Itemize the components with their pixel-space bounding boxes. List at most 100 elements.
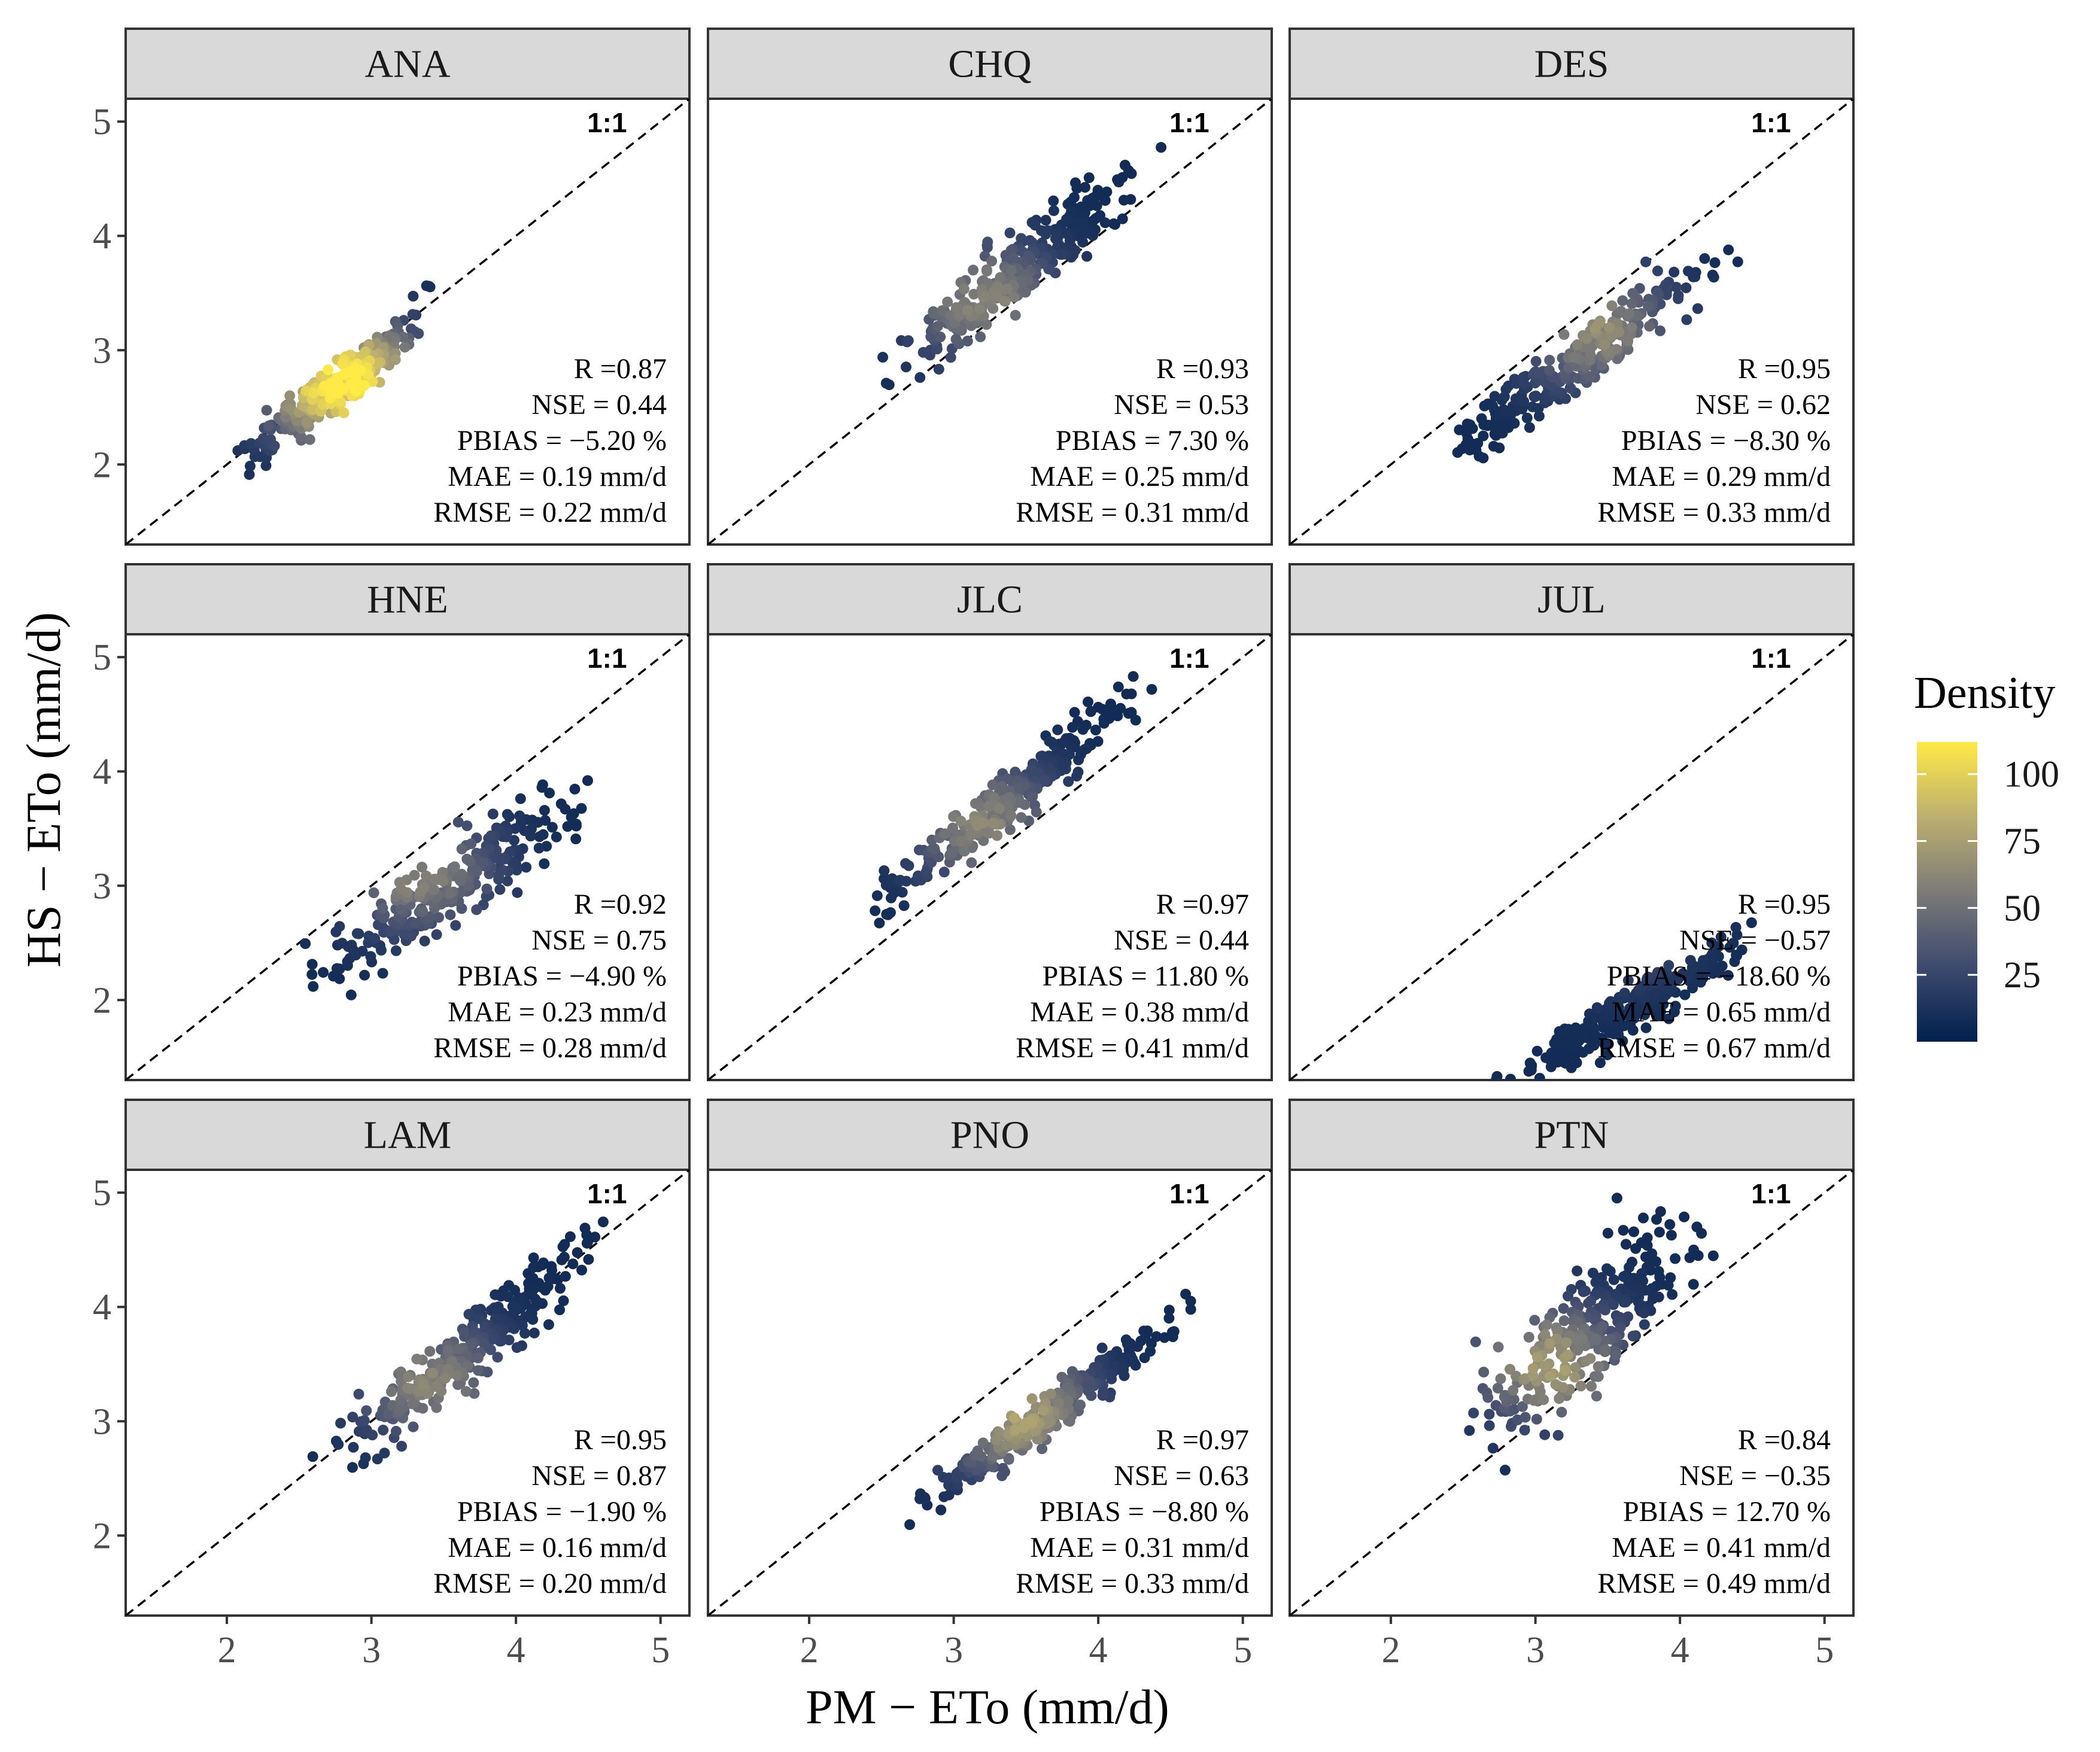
scatter-point (1569, 1371, 1581, 1383)
scatter-point (902, 335, 914, 346)
scatter-point (572, 1247, 583, 1258)
scatter-point (885, 907, 896, 918)
scatter-point (1051, 745, 1063, 756)
scatter-point (260, 460, 272, 472)
scatter-point (1508, 1385, 1519, 1396)
scatter-point (903, 860, 914, 871)
scatter-point (1521, 412, 1533, 424)
scatter-point (1130, 714, 1141, 726)
scatter-point (360, 1452, 371, 1464)
stat-line: RMSE = 0.67 mm/d (1597, 1032, 1831, 1064)
panel-pno: PNO 1:1 R =0.97 NSE = 0.63 PBIAS = −8.80 % MA… (707, 1099, 1273, 1617)
scatter-point (870, 905, 881, 917)
scatter-point (1093, 1370, 1104, 1382)
scatter-point (1081, 251, 1093, 262)
scatter-point (245, 460, 256, 472)
scatter-point (950, 333, 962, 345)
scatter-point (560, 804, 571, 815)
stat-line: MAE = 0.25 mm/d (1030, 461, 1249, 492)
stat-line: R =0.95 (1738, 353, 1831, 385)
scatter-point (525, 831, 536, 842)
scatter-point (974, 303, 985, 315)
scatter-point (1037, 1443, 1048, 1455)
scatter-point (1544, 1338, 1555, 1349)
panel-ptn: PTN 1:1 R =0.84 NSE = −0.35 PBIAS = 12.70 % M… (1288, 1099, 1855, 1617)
scatter-point (1067, 722, 1078, 733)
strip-label: ANA (365, 42, 451, 86)
strip-label: JUL (1537, 578, 1606, 622)
scatter-point (1611, 1193, 1622, 1204)
scatter-point (1604, 322, 1615, 333)
scatter-point (958, 283, 970, 294)
scatter-point (244, 469, 255, 480)
scatter-point (428, 884, 440, 895)
scatter-point (1167, 1331, 1178, 1342)
scatter-point (1119, 194, 1129, 206)
scatter-point (399, 342, 411, 353)
scatter-point (317, 399, 329, 410)
scatter-point (1562, 1349, 1573, 1361)
stat-line: MAE = 0.19 mm/d (448, 461, 667, 492)
one-to-one-label: 1:1 (1169, 107, 1209, 138)
scatter-point (477, 857, 488, 869)
scatter-point (1010, 766, 1021, 778)
scatter-point (1156, 142, 1167, 153)
scatter-point (369, 933, 381, 944)
panels-layer: ANA 1:1 R =0.87 NSE = 0.44 PBIAS = −5.20 % MA… (124, 28, 1855, 1617)
stat-line: NSE = 0.44 (531, 389, 667, 421)
scatter-point (1581, 333, 1593, 344)
scatter-point (932, 321, 943, 332)
x-tick-label: 4 (507, 1630, 525, 1671)
scatter-point (346, 939, 357, 951)
scatter-point (342, 956, 353, 968)
stat-line: RMSE = 0.28 mm/d (433, 1032, 667, 1064)
y-tick-label: 5 (93, 102, 111, 142)
scatter-point (566, 811, 577, 823)
scatter-point (1637, 1212, 1649, 1224)
scatter-point (1478, 452, 1489, 464)
scatter-point (402, 1371, 414, 1383)
scatter-point (1085, 706, 1096, 717)
scatter-point (1468, 1407, 1479, 1419)
stat-line: PBIAS = 11.80 % (1043, 960, 1249, 992)
stat-line: NSE = −0.57 (1679, 924, 1831, 956)
scatter-point (407, 309, 418, 320)
scatter-point (502, 875, 513, 887)
scatter-point (955, 816, 967, 827)
scatter-point (472, 1352, 484, 1364)
scatter-point (1591, 1391, 1602, 1402)
scatter-point (1591, 1002, 1603, 1013)
scatter-point (982, 236, 993, 248)
scatter-point (1572, 1266, 1583, 1276)
stat-line: NSE = 0.62 (1695, 389, 1831, 421)
scatter-point (408, 1421, 419, 1432)
x-tick-label: 2 (1382, 1630, 1400, 1671)
scatter-point (1498, 404, 1509, 415)
scatter-points (307, 1216, 609, 1473)
scatter-point (1670, 1000, 1681, 1012)
scatter-point (1005, 264, 1017, 276)
scatter-point (1026, 1393, 1038, 1404)
y-tick-label: 4 (93, 752, 111, 792)
scatter-point (1585, 1353, 1596, 1364)
scatter-point (962, 336, 973, 346)
scatter-point (1554, 1393, 1565, 1404)
scatter-point (1618, 1225, 1629, 1236)
scatter-point (966, 857, 977, 868)
scatter-point (1490, 1400, 1502, 1411)
scatter-point (539, 805, 550, 816)
strip-label: DES (1534, 42, 1609, 86)
scatter-point (463, 1309, 475, 1320)
scatter-point (1715, 931, 1727, 942)
scatter-point (1639, 1307, 1650, 1319)
scatter-point (1495, 1373, 1506, 1385)
legend-title: Density (1914, 668, 2055, 718)
stat-line: MAE = 0.23 mm/d (448, 996, 667, 1028)
scatter-point (519, 1311, 531, 1322)
stat-line: R =0.92 (574, 889, 667, 920)
strip-label: PTN (1534, 1114, 1609, 1157)
stat-line: RMSE = 0.33 mm/d (1016, 1568, 1249, 1599)
scatter-point (1723, 244, 1734, 256)
scatter-point (1683, 266, 1694, 277)
scatter-point (307, 1451, 318, 1462)
